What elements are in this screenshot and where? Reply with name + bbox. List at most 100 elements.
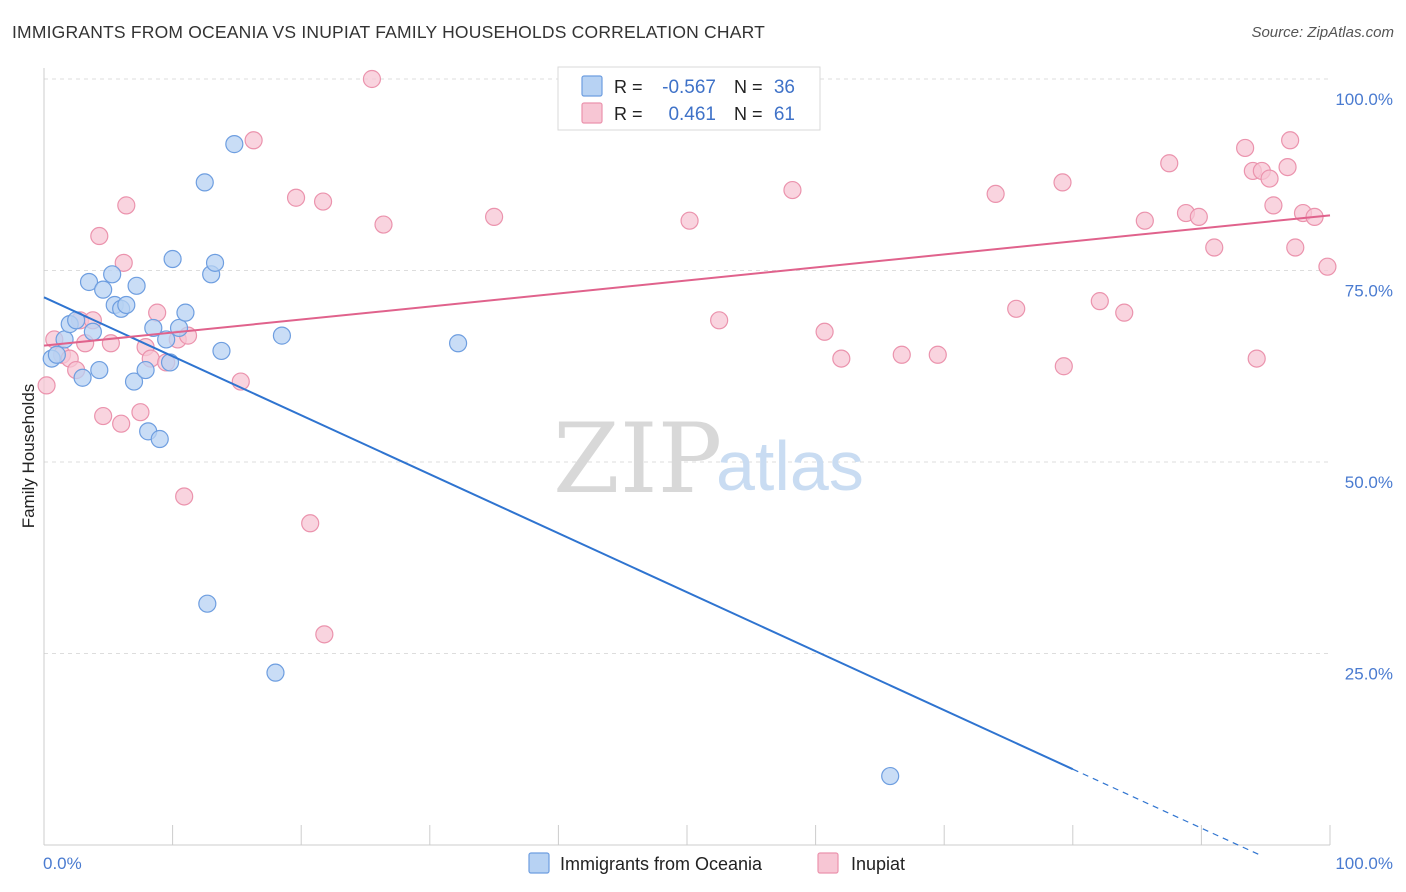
point-inupiat xyxy=(374,215,393,234)
y-tick-label: 100.0% xyxy=(1335,90,1393,109)
stats-legend: R = -0.567 N = 36 R = 0.461 N = 61 xyxy=(557,66,821,131)
trend-line-oceania xyxy=(43,296,1074,771)
point-inupiat xyxy=(928,345,947,364)
point-inupiat xyxy=(710,311,729,330)
point-inupiat xyxy=(112,414,131,433)
legend-n-label-inupiat: N = xyxy=(734,104,763,124)
point-inupiat xyxy=(175,487,194,506)
watermark-zip: ZIP xyxy=(553,403,722,515)
series-legend: Immigrants from Oceania Inupiat xyxy=(528,852,905,874)
point-inupiat xyxy=(680,211,699,230)
point-oceania xyxy=(195,173,214,192)
point-inupiat xyxy=(117,196,136,215)
point-inupiat xyxy=(131,403,150,422)
legend-r-label-inupiat: R = xyxy=(614,104,643,124)
point-inupiat xyxy=(783,180,802,200)
series-oceania-points xyxy=(42,135,900,786)
point-inupiat xyxy=(362,69,382,89)
point-oceania xyxy=(136,360,155,380)
trend-lines xyxy=(43,214,1331,856)
point-inupiat xyxy=(1318,257,1337,276)
point-inupiat xyxy=(315,625,334,644)
legend-n-label-oceania: N = xyxy=(734,77,763,97)
point-inupiat xyxy=(485,207,504,226)
point-inupiat xyxy=(832,349,851,368)
point-inupiat xyxy=(986,184,1005,203)
bottom-legend-swatch-oceania xyxy=(528,852,550,874)
point-oceania xyxy=(127,276,146,295)
bottom-legend-label-inupiat: Inupiat xyxy=(851,854,905,874)
legend-swatch-oceania xyxy=(581,75,603,97)
point-oceania xyxy=(124,372,144,391)
legend-swatch-inupiat xyxy=(581,102,603,124)
legend-n-value-oceania: 36 xyxy=(774,77,795,98)
point-inupiat xyxy=(1090,292,1109,311)
point-oceania xyxy=(198,594,217,613)
point-oceania xyxy=(266,663,285,682)
point-inupiat xyxy=(286,188,306,207)
point-oceania xyxy=(163,249,182,269)
point-inupiat xyxy=(244,131,263,150)
point-oceania xyxy=(150,429,169,449)
source-label: Source: ZipAtlas.com xyxy=(1251,24,1394,41)
point-inupiat xyxy=(313,192,333,211)
legend-r-value-inupiat: 0.461 xyxy=(668,104,716,125)
point-oceania xyxy=(103,265,122,284)
point-inupiat xyxy=(1264,196,1283,215)
point-inupiat xyxy=(1281,131,1300,150)
point-oceania xyxy=(157,330,176,349)
legend-r-label-oceania: R = xyxy=(614,77,643,97)
point-oceania xyxy=(79,272,99,292)
bottom-legend-swatch-inupiat xyxy=(817,852,839,874)
y-tick-label: 25.0% xyxy=(1345,665,1393,684)
point-oceania xyxy=(169,318,189,338)
point-inupiat xyxy=(1135,211,1154,230)
point-inupiat xyxy=(1236,138,1255,158)
point-inupiat xyxy=(1260,169,1279,188)
point-oceania xyxy=(90,360,109,380)
point-oceania xyxy=(144,318,163,338)
point-inupiat xyxy=(94,406,113,426)
point-inupiat xyxy=(1247,349,1266,368)
point-inupiat xyxy=(90,226,109,246)
point-inupiat xyxy=(1205,238,1224,257)
point-inupiat xyxy=(37,376,56,395)
watermark-atlas: atlas xyxy=(716,427,864,505)
bottom-legend-label-oceania: Immigrants from Oceania xyxy=(560,854,763,874)
legend-n-value-inupiat: 61 xyxy=(774,104,795,125)
y-tick-label: 50.0% xyxy=(1345,473,1393,492)
trend-line-inupiat xyxy=(43,214,1331,347)
point-oceania xyxy=(205,253,225,272)
point-oceania xyxy=(55,330,74,349)
point-inupiat xyxy=(1278,157,1297,177)
tick-labels: 25.0% 50.0% 75.0% 100.0% 0.0% 100.0% xyxy=(43,90,1393,873)
series-inupiat-points xyxy=(37,69,1337,644)
grid-lines xyxy=(44,78,1330,654)
point-inupiat xyxy=(1189,207,1208,226)
legend-r-value-oceania: -0.567 xyxy=(662,77,716,98)
point-inupiat xyxy=(1115,303,1134,322)
point-inupiat xyxy=(892,345,911,364)
point-oceania xyxy=(176,303,195,322)
point-oceania xyxy=(448,334,468,353)
point-oceania xyxy=(225,135,244,154)
point-inupiat xyxy=(301,514,320,533)
point-oceania xyxy=(160,353,180,372)
point-inupiat xyxy=(1160,154,1179,173)
point-inupiat xyxy=(1286,238,1305,257)
point-oceania xyxy=(117,295,136,315)
point-inupiat xyxy=(815,322,834,341)
point-oceania xyxy=(73,368,92,387)
axes xyxy=(43,68,1331,846)
x-tick-label: 0.0% xyxy=(43,854,82,873)
point-oceania xyxy=(272,326,292,345)
point-oceania xyxy=(94,280,113,299)
point-oceania xyxy=(47,345,66,364)
point-inupiat xyxy=(1053,173,1072,192)
point-inupiat xyxy=(148,303,167,322)
point-oceania xyxy=(212,341,231,361)
watermark: ZIP atlas xyxy=(553,403,864,515)
y-axis-label: Family Households xyxy=(19,384,38,529)
chart-title: IMMIGRANTS FROM OCEANIA VS INUPIAT FAMIL… xyxy=(12,22,765,42)
